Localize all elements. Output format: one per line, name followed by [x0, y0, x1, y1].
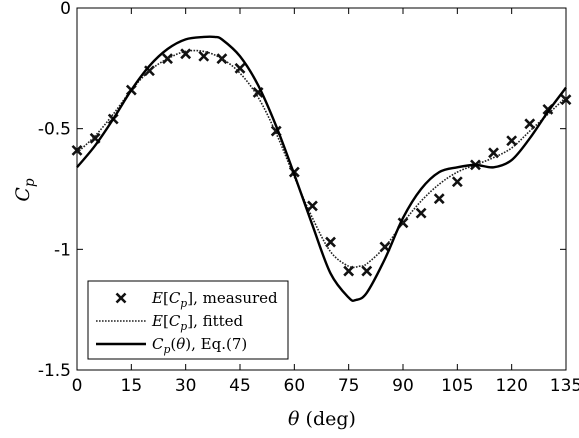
- measured-point: [506, 135, 518, 147]
- x-tick-label: 15: [121, 376, 143, 396]
- measured-point: [415, 207, 427, 219]
- measured-point: [560, 94, 572, 106]
- legend-item: E[Cp], fitted: [96, 312, 244, 333]
- series-fitted-line: [76, 49, 567, 269]
- x-tick-label: 0: [72, 376, 83, 396]
- x-tick-label: 90: [392, 376, 414, 396]
- x-tick-label: 75: [338, 376, 360, 396]
- measured-point: [524, 118, 536, 130]
- x-tick-label: 30: [175, 376, 197, 396]
- measured-point: [234, 62, 246, 74]
- legend-label: E[Cp], fitted: [151, 312, 244, 333]
- measured-point: [433, 193, 445, 205]
- y-axis-label: Cp: [12, 178, 38, 202]
- plot-area-frame: [76, 7, 567, 371]
- series-measured: [71, 48, 572, 277]
- series-eq7-line: [76, 35, 567, 302]
- x-tick-label: 120: [495, 376, 527, 396]
- x-axis-label: θ (deg): [288, 408, 356, 430]
- measured-point: [451, 176, 463, 188]
- y-tick-label: -0.5: [38, 120, 71, 140]
- y-tick-label: -1.5: [38, 361, 71, 381]
- x-tick-label: 60: [284, 376, 306, 396]
- x-tick-label: 135: [550, 376, 579, 396]
- legend-item: Cp(θ), Eq.(7): [96, 335, 247, 356]
- series-layer: [71, 35, 572, 302]
- measured-point: [325, 236, 336, 248]
- measured-point: [361, 265, 373, 277]
- y-tick-label: 0: [60, 0, 71, 19]
- legend-label: Cp(θ), Eq.(7): [152, 335, 247, 356]
- y-tick-label: -1: [54, 240, 71, 260]
- axis-ticks: 0 15 30 45 60 75 90 105 120 135 0 -0.5 -1 -1.5: [38, 0, 579, 396]
- x-tick-label: 45: [229, 376, 251, 396]
- x-tick-label: 105: [441, 376, 473, 396]
- legend-item: E[Cp], measured: [115, 289, 278, 310]
- measured-point: [216, 53, 228, 65]
- measured-point: [198, 50, 210, 62]
- measured-point: [307, 200, 318, 212]
- measured-point: [162, 53, 173, 65]
- measured-point: [343, 265, 355, 277]
- legend-label: E[Cp], measured: [151, 289, 278, 310]
- legend-box: [87, 280, 289, 360]
- measured-point: [71, 144, 83, 156]
